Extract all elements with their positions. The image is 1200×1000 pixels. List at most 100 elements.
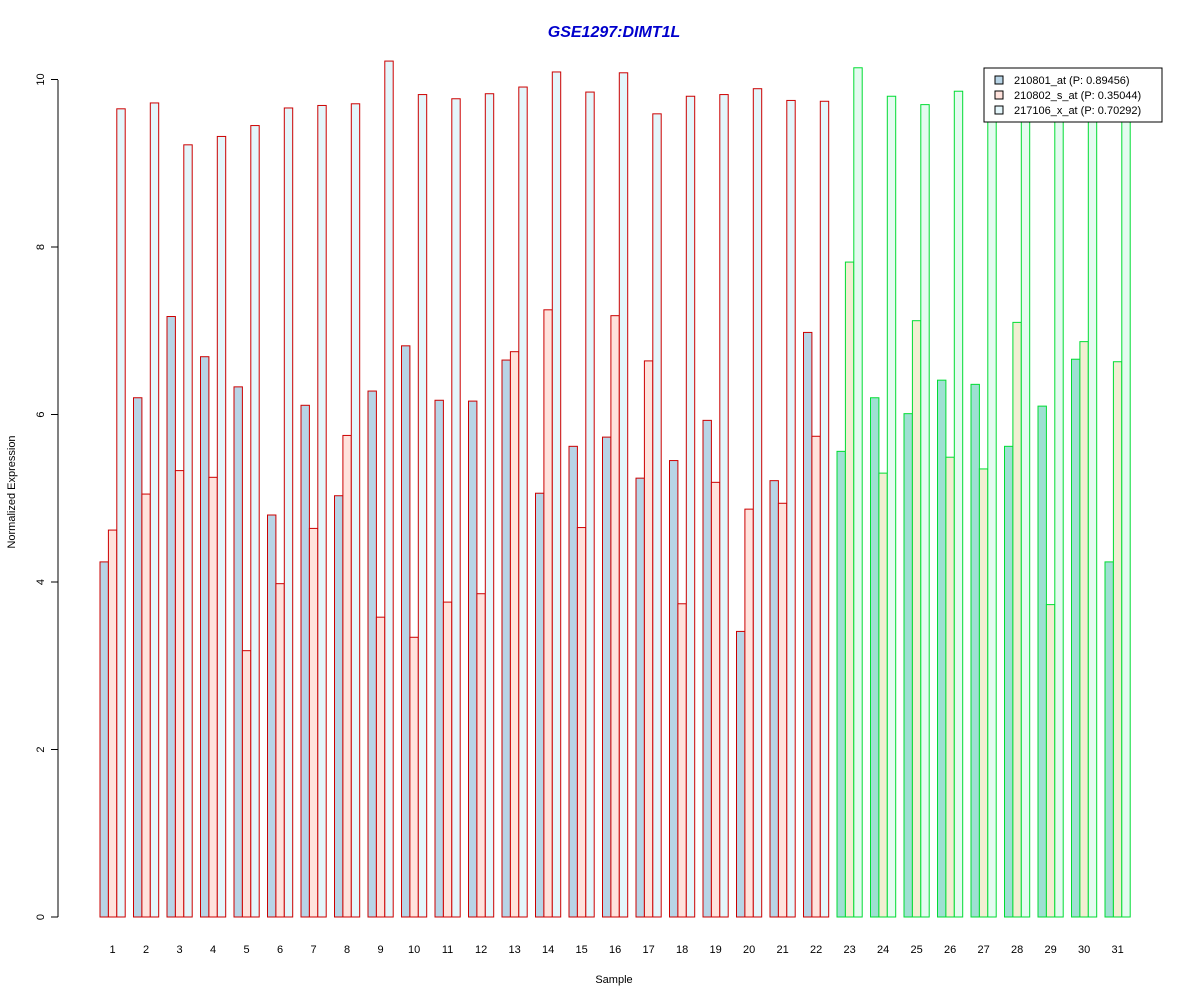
legend-label-1: 210801_at (P: 0.89456) xyxy=(1014,75,1130,87)
bar-sample-22-series-2 xyxy=(811,435,821,918)
x-tick-label-31: 31 xyxy=(1111,944,1123,956)
x-tick-label-5: 5 xyxy=(244,944,250,956)
legend-swatch-1 xyxy=(994,75,1004,85)
x-tick-label-7: 7 xyxy=(311,944,317,956)
bar-sample-27-series-2 xyxy=(978,468,989,918)
bar-sample-16-series-1 xyxy=(602,436,612,918)
x-tick-label-24: 24 xyxy=(877,944,889,956)
x-tick-label-10: 10 xyxy=(408,944,420,956)
bar-sample-8-series-2 xyxy=(342,434,352,918)
bar-sample-26-series-3 xyxy=(953,90,964,918)
bar-sample-7-series-1 xyxy=(300,404,310,918)
x-tick-label-27: 27 xyxy=(977,944,989,956)
bar-sample-9-series-2 xyxy=(375,616,386,918)
y-tick-label: 8 xyxy=(35,244,47,250)
bar-sample-28-series-1 xyxy=(1004,445,1014,918)
bar-sample-19-series-2 xyxy=(710,481,721,918)
x-tick-label-13: 13 xyxy=(508,944,520,956)
bar-sample-18-series-1 xyxy=(669,460,679,918)
bar-sample-9-series-1 xyxy=(367,390,377,918)
legend-label-2: 210802_s_at (P: 0.35044) xyxy=(1014,90,1141,102)
bar-sample-29-series-3 xyxy=(1054,97,1064,918)
x-tick-label-8: 8 xyxy=(344,944,350,956)
bar-sample-3-series-1 xyxy=(166,316,176,918)
bar-sample-11-series-1 xyxy=(434,399,444,918)
bar-sample-27-series-1 xyxy=(970,383,980,918)
x-tick-label-17: 17 xyxy=(642,944,654,956)
bar-sample-30-series-2 xyxy=(1079,341,1089,918)
bar-sample-4-series-2 xyxy=(208,476,218,918)
bar-sample-8-series-1 xyxy=(334,495,344,918)
bar-sample-14-series-3 xyxy=(551,71,562,918)
bar-sample-28-series-2 xyxy=(1012,321,1022,918)
bar-sample-5-series-1 xyxy=(233,386,243,918)
bar-sample-7-series-2 xyxy=(308,527,319,918)
bars-group xyxy=(99,60,1131,918)
x-tick-label-3: 3 xyxy=(177,944,183,956)
x-tick-label-15: 15 xyxy=(575,944,587,956)
bar-sample-2-series-3 xyxy=(149,102,160,918)
bar-sample-2-series-1 xyxy=(133,397,143,918)
bar-sample-1-series-2 xyxy=(107,529,118,918)
bar-sample-24-series-1 xyxy=(870,397,880,918)
bar-sample-14-series-2 xyxy=(543,309,553,918)
bar-sample-4-series-1 xyxy=(200,356,210,918)
bar-sample-31-series-2 xyxy=(1112,361,1123,918)
chart-title: GSE1297:DIMT1L xyxy=(548,24,680,41)
bar-sample-7-series-3 xyxy=(317,104,327,918)
x-tick-label-25: 25 xyxy=(910,944,922,956)
bar-sample-12-series-1 xyxy=(468,400,478,918)
x-tick-label-21: 21 xyxy=(776,944,788,956)
bar-sample-25-series-3 xyxy=(920,104,930,918)
bar-sample-24-series-3 xyxy=(886,95,897,918)
bar-sample-12-series-3 xyxy=(484,93,495,918)
bar-sample-21-series-3 xyxy=(786,99,796,918)
y-tick-label: 2 xyxy=(35,746,47,752)
bar-sample-1-series-3 xyxy=(116,108,126,918)
bar-sample-17-series-3 xyxy=(652,113,662,918)
bar-sample-6-series-2 xyxy=(275,583,285,918)
bar-sample-15-series-2 xyxy=(576,527,587,918)
bar-sample-3-series-2 xyxy=(174,470,185,918)
bar-sample-26-series-2 xyxy=(945,456,955,918)
legend-swatch-2 xyxy=(994,90,1004,100)
bar-sample-17-series-2 xyxy=(643,360,654,918)
bar-sample-8-series-3 xyxy=(350,103,361,918)
x-axis-label: Sample xyxy=(595,974,632,986)
y-tick-label: 6 xyxy=(35,411,47,417)
x-tick-label-20: 20 xyxy=(743,944,755,956)
x-tick-label-6: 6 xyxy=(277,944,283,956)
bar-sample-30-series-3 xyxy=(1087,104,1098,918)
bar-sample-13-series-3 xyxy=(518,86,528,918)
bar-sample-10-series-2 xyxy=(409,636,419,918)
bar-sample-6-series-3 xyxy=(283,107,294,918)
x-tick-label-19: 19 xyxy=(709,944,721,956)
x-tick-label-4: 4 xyxy=(210,944,216,956)
x-tick-label-1: 1 xyxy=(110,944,116,956)
bar-sample-22-series-3 xyxy=(819,100,830,918)
bar-sample-20-series-3 xyxy=(752,88,763,918)
bar-sample-2-series-2 xyxy=(141,493,151,918)
bar-sample-6-series-1 xyxy=(267,514,277,918)
x-tick-label-18: 18 xyxy=(676,944,688,956)
x-tick-label-22: 22 xyxy=(810,944,822,956)
x-tick-label-2: 2 xyxy=(143,944,149,956)
x-tick-label-12: 12 xyxy=(475,944,487,956)
bar-sample-15-series-1 xyxy=(568,445,578,918)
bar-sample-13-series-1 xyxy=(501,359,511,918)
bar-sample-14-series-1 xyxy=(535,492,545,918)
bar-sample-21-series-1 xyxy=(769,480,779,918)
x-tick-label-28: 28 xyxy=(1011,944,1023,956)
legend-swatch-3 xyxy=(994,105,1004,115)
x-tick-label-23: 23 xyxy=(843,944,855,956)
bar-sample-23-series-3 xyxy=(853,67,863,918)
bar-sample-17-series-1 xyxy=(635,477,645,918)
y-axis-label: Normalized Expression xyxy=(6,435,18,548)
bar-sample-12-series-2 xyxy=(476,593,486,918)
bar-sample-15-series-3 xyxy=(585,91,595,918)
legend-label-3: 217106_x_at (P: 0.70292) xyxy=(1014,105,1141,117)
x-tick-label-9: 9 xyxy=(378,944,384,956)
bar-sample-29-series-2 xyxy=(1045,604,1056,918)
bar-sample-16-series-3 xyxy=(618,72,629,918)
bar-sample-21-series-2 xyxy=(777,502,788,918)
